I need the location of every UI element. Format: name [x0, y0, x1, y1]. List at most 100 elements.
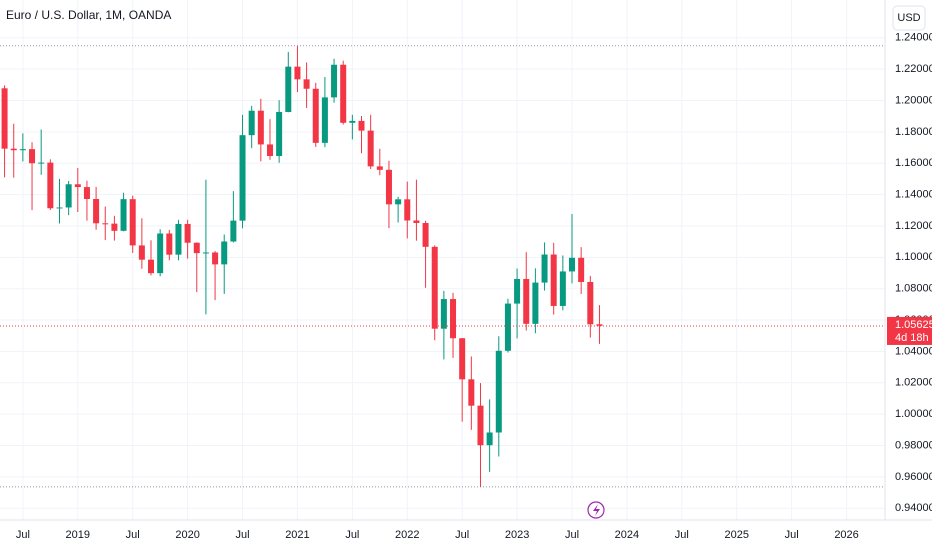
candle-body — [321, 97, 328, 143]
currency-label[interactable]: USD — [897, 12, 920, 24]
currency-button[interactable] — [892, 5, 926, 31]
candle-body — [468, 379, 475, 406]
x-tick-label: Jul — [565, 529, 579, 541]
x-tick-label: Jul — [785, 529, 799, 541]
candle-body — [166, 233, 173, 255]
last-price-label: 1.05625 — [895, 319, 932, 331]
candle-body — [422, 222, 429, 247]
candle-body — [532, 282, 539, 324]
candle-body — [111, 223, 118, 231]
candle-body — [385, 169, 392, 205]
candle-body — [230, 220, 237, 242]
candle-body — [523, 278, 530, 324]
candle-body — [19, 149, 26, 151]
candle-body — [202, 252, 209, 254]
x-tick-label: Jul — [126, 529, 140, 541]
candle-body — [395, 199, 402, 205]
y-tick-label: 1.14000 — [895, 189, 932, 201]
candle-body — [550, 254, 557, 306]
event-icon[interactable] — [587, 501, 605, 519]
candle-body — [541, 254, 548, 283]
y-tick-label: 1.10000 — [895, 251, 932, 263]
y-tick-label: 1.24000 — [895, 32, 932, 44]
candle-body — [65, 184, 72, 208]
candle-body — [38, 162, 45, 164]
candle-body — [294, 66, 301, 80]
candle-body — [221, 241, 228, 265]
candle-body — [148, 259, 155, 274]
candle-body — [459, 338, 466, 380]
candle-body — [504, 303, 511, 351]
y-tick-label: 1.12000 — [895, 220, 932, 232]
candle-body — [450, 299, 457, 339]
last-price-tag — [887, 316, 932, 345]
x-tick-label: 2019 — [66, 529, 90, 541]
grid — [0, 0, 885, 520]
candle-body — [358, 120, 365, 131]
countdown-label: 4d 18h — [895, 332, 929, 344]
y-tick-label: 1.02000 — [895, 377, 932, 389]
y-tick-label: 1.08000 — [895, 283, 932, 295]
y-tick-label: 0.98000 — [895, 439, 932, 451]
candle-body — [477, 405, 484, 446]
x-tick-label: 2024 — [615, 529, 639, 541]
candle-body — [212, 252, 219, 265]
candle-body — [93, 198, 100, 224]
x-tick-label: Jul — [675, 529, 689, 541]
candle-body — [56, 207, 63, 209]
y-tick-label: 1.16000 — [895, 157, 932, 169]
candle-body — [340, 64, 347, 123]
candle-body — [10, 148, 17, 151]
x-tick-label: 2021 — [285, 529, 309, 541]
candle-body — [157, 233, 164, 274]
candle-body — [367, 130, 374, 167]
candle-body — [175, 223, 182, 255]
x-tick-label: Jul — [235, 529, 249, 541]
candle-body — [47, 162, 54, 209]
candle-body — [74, 184, 81, 188]
y-tick-label: 1.18000 — [895, 126, 932, 138]
candle-body — [248, 110, 255, 136]
candle-body — [514, 278, 521, 304]
candle-body — [587, 281, 594, 325]
x-tick-label: 2022 — [395, 529, 419, 541]
y-tick-label: 1.04000 — [895, 345, 932, 357]
x-tick-label: 2026 — [834, 529, 858, 541]
y-tick-label: 0.94000 — [895, 502, 932, 514]
plot — [0, 45, 885, 488]
x-tick-label: 2020 — [175, 529, 199, 541]
candle-body — [285, 66, 292, 112]
candle-body — [83, 187, 90, 199]
y-tick-label: 1.20000 — [895, 94, 932, 106]
candle-body — [184, 223, 191, 243]
candle-body — [120, 199, 127, 231]
candle-body — [266, 144, 273, 157]
candle-body — [129, 199, 136, 246]
candle-body — [431, 246, 438, 329]
y-tick-label: 1.00000 — [895, 408, 932, 420]
candle-body — [596, 324, 603, 326]
candle-body — [495, 350, 502, 433]
x-tick-label: Jul — [455, 529, 469, 541]
candle-body — [349, 120, 356, 123]
candle-body — [486, 432, 493, 446]
candle-body — [239, 135, 246, 221]
candle-body — [404, 199, 411, 221]
candle-body — [303, 79, 310, 89]
x-tick-label: 2023 — [505, 529, 529, 541]
chart-title: Euro / U.S. Dollar, 1M, OANDA — [6, 8, 171, 22]
candle-body — [569, 257, 576, 272]
x-tick-label: Jul — [345, 529, 359, 541]
candle-body — [312, 88, 319, 143]
candle-body — [102, 223, 109, 225]
candle-body — [138, 245, 145, 260]
y-tick-label: 1.22000 — [895, 63, 932, 75]
candle-body — [193, 242, 200, 254]
candle-body — [559, 271, 566, 306]
x-tick-label: Jul — [16, 529, 30, 541]
candle-body — [257, 110, 264, 145]
y-tick-label: 0.96000 — [895, 471, 932, 483]
candle-body — [276, 111, 283, 157]
